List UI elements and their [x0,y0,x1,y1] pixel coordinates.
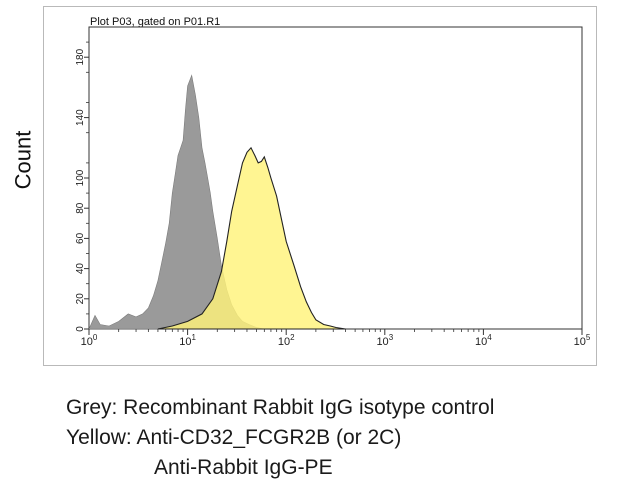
histogram-yellow [157,146,346,330]
legend-line-grey: Grey: Recombinant Rabbit IgG isotype con… [66,396,495,419]
legend: Grey: Recombinant Rabbit IgG isotype con… [66,393,494,483]
plot-title: Plot P03, gated on P01.R1 [90,16,220,28]
x-tick-label: 104 [475,333,492,348]
y-tick-label: 80 [75,202,86,214]
y-tick-label: 180 [75,48,86,65]
y-tick-label: 20 [75,293,86,305]
y-tick-label: 100 [75,169,86,186]
y-tick-label: 40 [75,263,86,275]
x-tick-label: 101 [179,333,196,348]
histogram-chart: Plot P03, gated on P01.R1 100 101 102 103 10… [75,16,591,348]
y-tick-label: 140 [75,109,86,126]
x-tick-label: 100 [81,333,98,348]
legend-line-yellow: Yellow: Anti-CD32_FCGR2B (or 2C) [66,426,402,449]
y-tick-label: 0 [75,326,86,332]
legend-line-secondary: Anti-Rabbit IgG-PE [154,456,333,479]
x-tick-label: 103 [376,333,393,348]
x-tick-label: 102 [278,333,295,348]
x-tick-label: 105 [574,333,591,348]
y-tick-label: 60 [75,232,86,244]
series-layer [88,74,346,330]
